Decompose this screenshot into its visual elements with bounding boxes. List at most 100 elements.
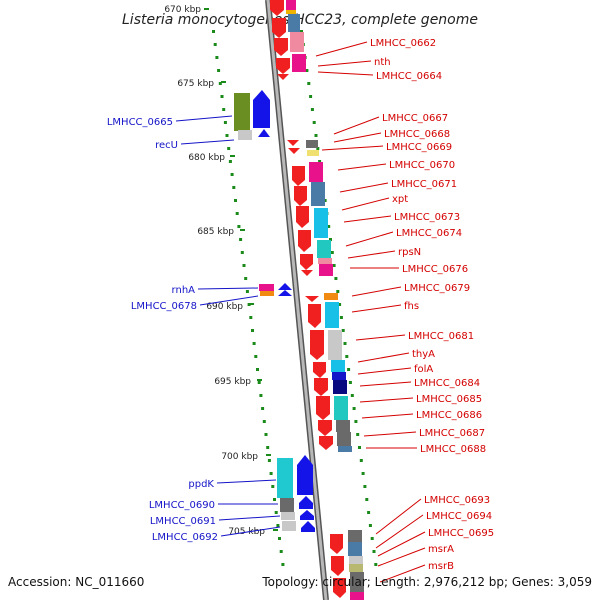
guide-dot [334,277,338,280]
guide-dot [264,433,268,436]
guide-dot [354,420,358,423]
gene-label[interactable]: xpt [392,194,408,205]
leader-line [363,431,417,437]
guide-dot [329,238,332,241]
gene-label[interactable]: LMHCC_0686 [416,410,482,421]
gene-label[interactable]: LMHCC_0694 [426,511,492,522]
gene-arrow [276,58,290,74]
guide-dot [273,498,276,501]
gene-feature [332,372,346,380]
gene-arrow [258,129,270,137]
gene-label[interactable]: msrA [428,544,454,555]
gene-arrow [297,455,313,495]
gene-feature [317,240,331,258]
gene-label[interactable]: LMHCC_0667 [382,113,448,124]
gene-arrow [294,186,307,206]
gene-label[interactable]: LMHCC_0669 [386,142,452,153]
genome-backbone-highlight [266,0,328,600]
kbp-label: 670 kbp [164,5,201,15]
gene-label[interactable]: LMHCC_0692 [152,532,218,543]
gene-feature [333,380,347,394]
gene-label[interactable]: LMHCC_0670 [389,160,455,171]
leader-line [216,479,277,484]
guide-dot [212,30,215,33]
gene-label[interactable]: fhs [404,301,419,312]
guide-dot [234,199,237,202]
guide-dot [348,381,352,384]
gene-label[interactable]: LMHCC_0674 [396,228,462,239]
gene-arrow [301,521,315,532]
guide-dot [336,290,340,293]
gene-label[interactable]: LMHCC_0687 [419,428,485,439]
right-strand-features [270,0,364,600]
gene-label[interactable]: rpsN [398,247,421,258]
guide-dot [251,329,254,332]
gene-label[interactable]: LMHCC_0665 [107,117,173,128]
gene-label[interactable]: LMHCC_0695 [428,528,494,539]
leader-line [377,547,426,567]
guide-dot [359,459,363,462]
gene-label[interactable]: LMHCC_0664 [376,71,442,82]
gene-feature [350,572,364,592]
gene-label[interactable]: LMHCC_0671 [391,179,457,190]
guide-dot [230,173,234,176]
gene-label[interactable]: recU [155,140,178,151]
gene-label[interactable]: LMHCC_0678 [131,301,197,312]
guide-dot [215,56,219,59]
leader-line [375,514,424,549]
gene-label[interactable]: LMHCC_0691 [150,516,216,527]
gene-label[interactable]: LMHCC_0679 [404,283,470,294]
guide-dot [307,82,311,85]
gene-label[interactable]: LMHCC_0693 [424,495,490,506]
guide-dot [341,329,345,332]
guide-dot [249,316,253,319]
leader-line [333,132,382,143]
gene-arrow [277,74,289,80]
leader-line [357,352,410,363]
guide-dot [244,277,248,280]
gene-label[interactable]: nth [374,57,391,68]
guide-dot [281,563,285,566]
gene-arrow [287,140,299,146]
guide-dot [374,563,378,566]
gene-label[interactable]: LMHCC_0668 [384,129,450,140]
guide-dot [310,108,314,111]
gene-label[interactable]: LMHCC_0681 [408,331,474,342]
gene-arrow [333,578,346,598]
guide-dot [235,212,239,215]
gene-label[interactable]: msrB [428,561,454,572]
gene-feature [349,564,363,572]
gene-label[interactable]: LMHCC_0684 [414,378,480,389]
leader-line [220,526,281,537]
guide-dot [242,264,246,267]
kbp-label: 700 kbp [221,452,258,462]
gene-label[interactable]: LMHCC_0662 [370,38,436,49]
guide-dot [262,420,266,423]
gene-arrow [318,420,332,436]
gene-feature [309,162,323,182]
gene-label[interactable]: LMHCC_0688 [420,444,486,455]
gene-label[interactable]: LMHCC_0690 [149,500,215,511]
gene-feature [331,360,345,372]
leader-line [218,515,281,521]
gene-arrow [310,330,324,360]
gene-feature [282,521,296,531]
gene-label[interactable]: LMHCC_0673 [394,212,460,223]
kbp-label: 685 kbp [197,227,234,237]
gene-label[interactable]: ppdK [188,479,214,490]
gene-label[interactable]: rnhA [172,285,196,296]
gene-label[interactable]: folA [414,364,433,375]
guide-dot [367,511,371,514]
leader-line [351,286,402,297]
gene-label[interactable]: LMHCC_0685 [416,394,482,405]
guide-dot [350,394,354,397]
kbp-tick [230,155,235,157]
gene-feature [238,130,252,140]
guide-dot [217,69,221,72]
gene-feature [259,284,274,291]
gene-label[interactable]: LMHCC_0676 [402,264,468,275]
gene-label[interactable]: thyA [412,349,435,360]
gene-feature [286,10,296,14]
gene-feature [325,302,339,328]
leader-line [347,250,396,259]
